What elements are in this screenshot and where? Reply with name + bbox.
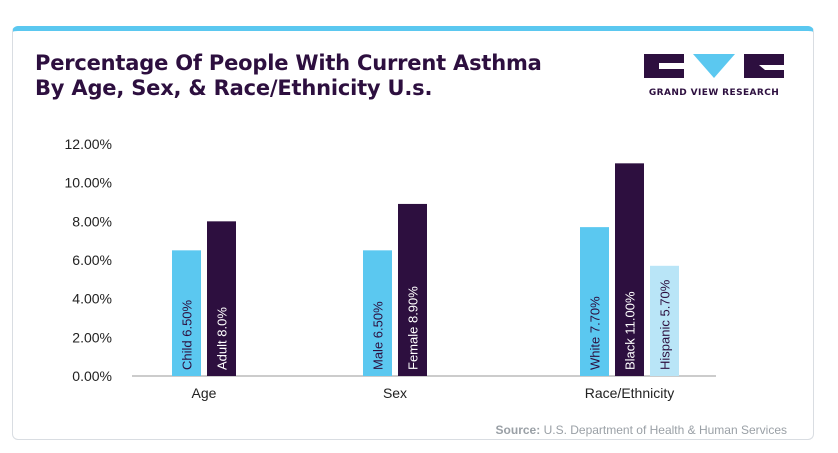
bar-label: Hispanic 5.70% <box>658 279 673 370</box>
bar <box>398 203 427 376</box>
bar-label: Female 8.90% <box>406 286 421 370</box>
x-axis-categories: Age Sex Race/Ethnicity <box>192 385 675 401</box>
x-category-label: Sex <box>383 385 407 401</box>
bars-layer: Child 6.50% Adult 8.0% Male 6.50% Female 8.… <box>172 163 679 376</box>
chart-title: Percentage Of People With Current Asthma… <box>35 51 542 101</box>
chart-title-line-2: By Age, Sex, & Race/Ethnicity U.s. <box>35 76 433 100</box>
bar <box>650 265 679 376</box>
y-tick-label: 12.00% <box>65 136 112 152</box>
bar-label: Child 6.50% <box>180 299 195 370</box>
y-tick-label: 2.00% <box>72 329 112 345</box>
x-category-label: Age <box>192 385 217 401</box>
x-category-label: Race/Ethnicity <box>585 385 674 401</box>
y-tick-label: 10.00% <box>65 175 112 191</box>
y-tick-label: 8.00% <box>72 213 112 229</box>
source-text: U.S. Department of Health & Human Servic… <box>543 423 787 437</box>
bar <box>363 250 392 376</box>
y-axis: 0.00% 2.00% 4.00% 6.00% 8.00% 10.00% 12.00% <box>65 136 112 384</box>
grand-view-research-logo: GRAND VIEW RESEARCH <box>641 51 787 101</box>
bar <box>207 221 236 376</box>
source-label: Source: <box>495 423 541 437</box>
bar-label: Adult 8.0% <box>215 307 230 370</box>
bar-label: Male 6.50% <box>371 301 386 370</box>
y-tick-label: 6.00% <box>72 252 112 268</box>
bar-label: Black 11.00% <box>623 291 638 370</box>
bar-label: White 7.70% <box>588 296 603 370</box>
bar <box>580 227 609 376</box>
y-tick-label: 0.00% <box>72 368 112 384</box>
bar <box>615 163 644 376</box>
bar <box>172 250 201 376</box>
logo-text: GRAND VIEW RESEARCH <box>648 88 780 98</box>
chart-title-line-1: Percentage Of People With Current Asthma <box>35 51 542 75</box>
y-tick-label: 4.00% <box>72 291 112 307</box>
logo-mark-icon <box>644 54 784 78</box>
source-note: Source: U.S. Department of Health & Huma… <box>496 423 787 437</box>
